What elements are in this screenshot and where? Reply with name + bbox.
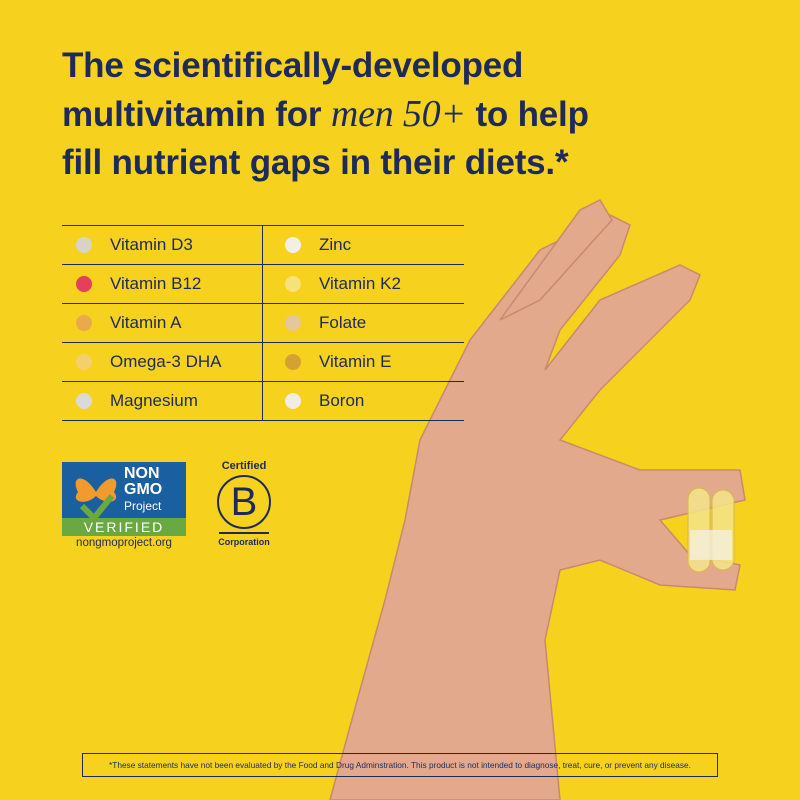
headline: The scientifically-developed multivitami…: [62, 42, 589, 187]
table-row: Vitamin B12 Vitamin K2: [62, 265, 464, 304]
table-cell: Omega-3 DHA: [62, 343, 262, 381]
disclaimer: *These statements have not been evaluate…: [82, 753, 718, 777]
nutrient-name: Zinc: [319, 235, 352, 254]
headline-line: The scientifically-developed: [62, 46, 524, 85]
badge-verified: VERIFIED: [62, 518, 186, 536]
nutrient-name: Boron: [319, 391, 365, 410]
nutrient-dot: [76, 315, 92, 331]
badge-text: Project: [124, 499, 162, 513]
badge-text: NON: [124, 465, 160, 482]
table-cell: Vitamin E: [262, 343, 463, 381]
headline-line: fill nutrient gaps in their diets.*: [62, 143, 569, 182]
badge-rule: [219, 532, 269, 534]
badge-text: GMO: [124, 481, 163, 498]
table-row: Magnesium Boron: [62, 382, 464, 421]
table-cell: Vitamin K2: [262, 265, 463, 303]
headline-text: to help: [475, 95, 589, 134]
nutrient-name: Vitamin B12: [110, 274, 202, 293]
nutrient-dot: [285, 393, 301, 409]
headline-line: multivitamin for men 50+ to help: [62, 90, 589, 139]
badge-text: Corporation: [218, 537, 270, 547]
table-cell: Zinc: [262, 226, 463, 264]
b-corp-badge: Certified B Corporation: [212, 460, 276, 556]
badge-text: Certified: [221, 460, 267, 472]
table-row: Omega-3 DHA Vitamin E: [62, 343, 464, 382]
nutrient-dot: [285, 354, 301, 370]
table-cell: Vitamin A: [62, 304, 262, 342]
headline-emphasis: men 50+: [330, 93, 466, 135]
nutrient-name: Vitamin D3: [110, 235, 193, 254]
table-row: Vitamin A Folate: [62, 304, 464, 343]
nutrient-dot: [285, 237, 301, 253]
nutrient-name: Magnesium: [110, 391, 198, 410]
butterfly-icon: [75, 478, 117, 522]
table-cell: Vitamin D3: [62, 226, 262, 264]
badge-letter: B: [217, 475, 271, 529]
nutrient-dot: [76, 237, 92, 253]
badge-url: nongmoproject.org: [76, 537, 172, 549]
nutrient-name: Omega-3 DHA: [110, 352, 222, 371]
nutrient-dot: [285, 315, 301, 331]
nutrient-dot: [76, 393, 92, 409]
nutrient-dot: [76, 354, 92, 370]
capsule: [687, 487, 735, 573]
nutrient-name: Vitamin K2: [319, 274, 401, 293]
table-cell: Vitamin B12: [62, 265, 262, 303]
non-gmo-badge: NON GMO Project VERIFIED nongmoproject.o…: [62, 462, 186, 552]
table-row: Vitamin D3 Zinc: [62, 226, 464, 265]
nutrient-table: Vitamin D3 Zinc Vitamin B12 Vitamin K2 Vitam…: [62, 225, 464, 421]
nutrient-name: Folate: [319, 313, 367, 332]
table-cell: Magnesium: [62, 382, 262, 420]
table-cell: Folate: [262, 304, 463, 342]
headline-text: multivitamin for: [62, 95, 322, 134]
table-cell: Boron: [262, 382, 463, 420]
badge-box: NON GMO Project VERIFIED: [62, 462, 186, 536]
nutrient-name: Vitamin E: [319, 352, 392, 371]
nutrient-name: Vitamin A: [110, 313, 182, 332]
nutrient-dot: [285, 276, 301, 292]
nutrient-dot: [76, 276, 92, 292]
